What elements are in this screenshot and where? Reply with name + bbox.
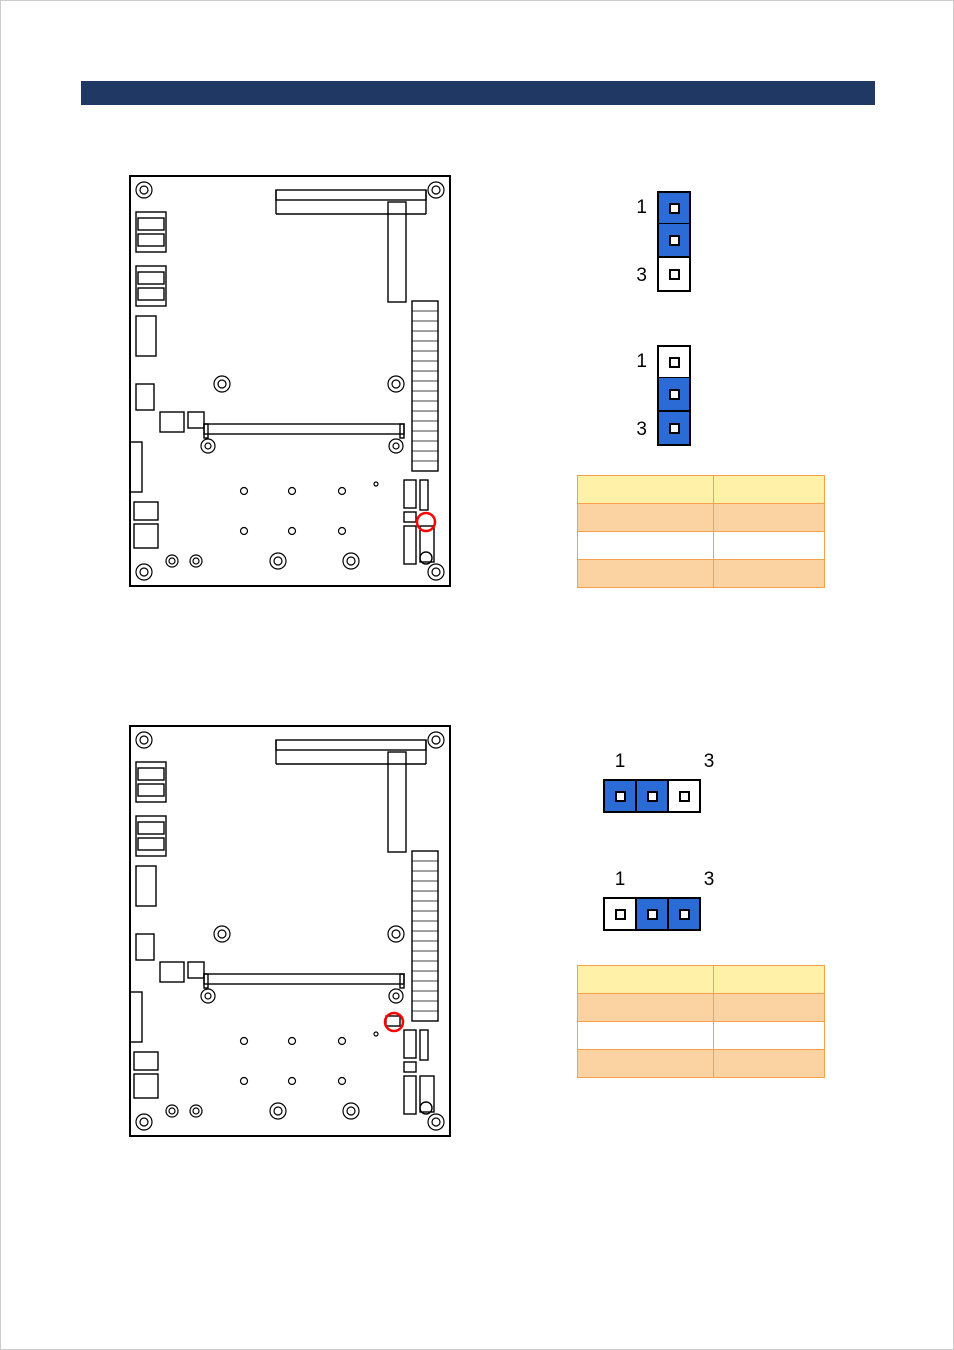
pcb-svg-2 [126, 716, 466, 1146]
pin-label [637, 751, 685, 773]
jumper-diagram-1b: 1 3 [627, 345, 825, 447]
pin-1 [603, 779, 637, 813]
pcb-svg-1 [126, 166, 466, 596]
pcb-diagram-2 [126, 716, 466, 1146]
table-cell [578, 1050, 714, 1078]
jumper-diagram-2b: 1 3 [603, 869, 825, 931]
pin-label: 3 [627, 265, 657, 287]
table-cell [713, 560, 824, 588]
pin-label: 1 [627, 197, 657, 219]
section-2: 1 3 1 3 [81, 701, 875, 1171]
pin-label [637, 869, 685, 891]
table-cell [713, 1022, 824, 1050]
table-cell [578, 560, 714, 588]
pin-2 [635, 779, 669, 813]
pin-1 [603, 897, 637, 931]
pin-3 [657, 258, 691, 292]
right-column-2: 1 3 1 3 [577, 751, 825, 1078]
table-cell [578, 532, 714, 560]
right-column-1: 1 3 1 3 [577, 191, 825, 588]
pin-3 [667, 779, 701, 813]
table-header [578, 966, 714, 994]
pin-table-1 [577, 475, 825, 588]
pin-2 [657, 224, 691, 258]
pin-2 [635, 897, 669, 931]
table-cell [578, 994, 714, 1022]
table-cell [713, 1050, 824, 1078]
pin-label: 3 [685, 869, 733, 891]
table-cell [578, 1022, 714, 1050]
header-bar [81, 81, 875, 105]
pin-1 [657, 345, 691, 379]
pin-table-2 [577, 965, 825, 1078]
jumper-diagram-1a: 1 3 [627, 191, 825, 293]
section-1: 1 3 1 3 [81, 151, 875, 671]
pin-2 [657, 378, 691, 412]
pin-1 [657, 191, 691, 225]
pin-label: 3 [685, 751, 733, 773]
table-header [713, 966, 824, 994]
table-cell [713, 532, 824, 560]
table-header [713, 476, 824, 504]
table-header [578, 476, 714, 504]
pin-label: 1 [603, 869, 637, 891]
pin-3 [667, 897, 701, 931]
table-cell [578, 504, 714, 532]
pin-label: 3 [627, 419, 657, 441]
pin-label: 1 [627, 351, 657, 373]
table-cell [713, 994, 824, 1022]
table-cell [713, 504, 824, 532]
pcb-diagram-1 [126, 166, 466, 596]
pin-label: 1 [603, 751, 637, 773]
highlight-circle-1 [417, 513, 435, 531]
jumper-diagram-2a: 1 3 [603, 751, 825, 813]
pin-3 [657, 412, 691, 446]
